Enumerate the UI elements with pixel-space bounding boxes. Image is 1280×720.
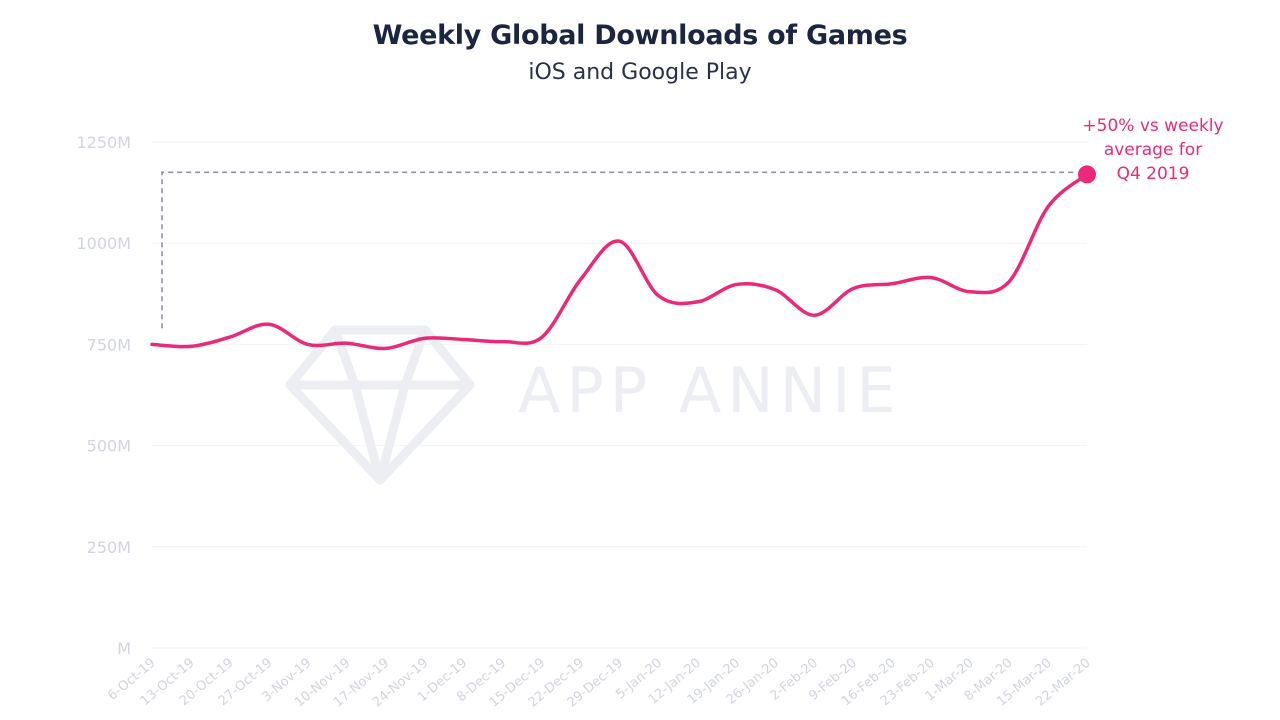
chart-subtitle: iOS and Google Play [528,60,752,85]
gridlines [152,141,1087,649]
y-tick-label: 750M [87,335,131,354]
y-axis: M 250M 500M 750M 1000M 1250M [76,133,131,658]
app-annie-watermark: APP ANNIE [285,325,902,485]
diamond-logo-icon [285,325,475,485]
annotation-line-2: average for [1104,140,1202,160]
q4-average-reference-line [161,171,1075,329]
watermark-text: APP ANNIE [518,354,902,427]
y-tick-label: 1000M [76,234,131,253]
annotation-line-3: Q4 2019 [1117,164,1190,184]
y-tick-label: 1250M [76,133,131,152]
chart-title: Weekly Global Downloads of Games [372,20,908,51]
series-line [150,172,1089,351]
latest-point-marker [1078,165,1096,184]
annotation-line-1: +50% vs weekly [1082,116,1223,136]
y-tick-label: 250M [87,538,131,557]
y-tick-label: M [117,639,131,658]
annotation: +50% vs weekly average for Q4 2019 [1082,116,1223,184]
x-axis: 6-Oct-1913-Oct-1920-Oct-1927-Oct-193-Nov… [105,656,1093,711]
y-tick-label: 500M [87,437,131,456]
